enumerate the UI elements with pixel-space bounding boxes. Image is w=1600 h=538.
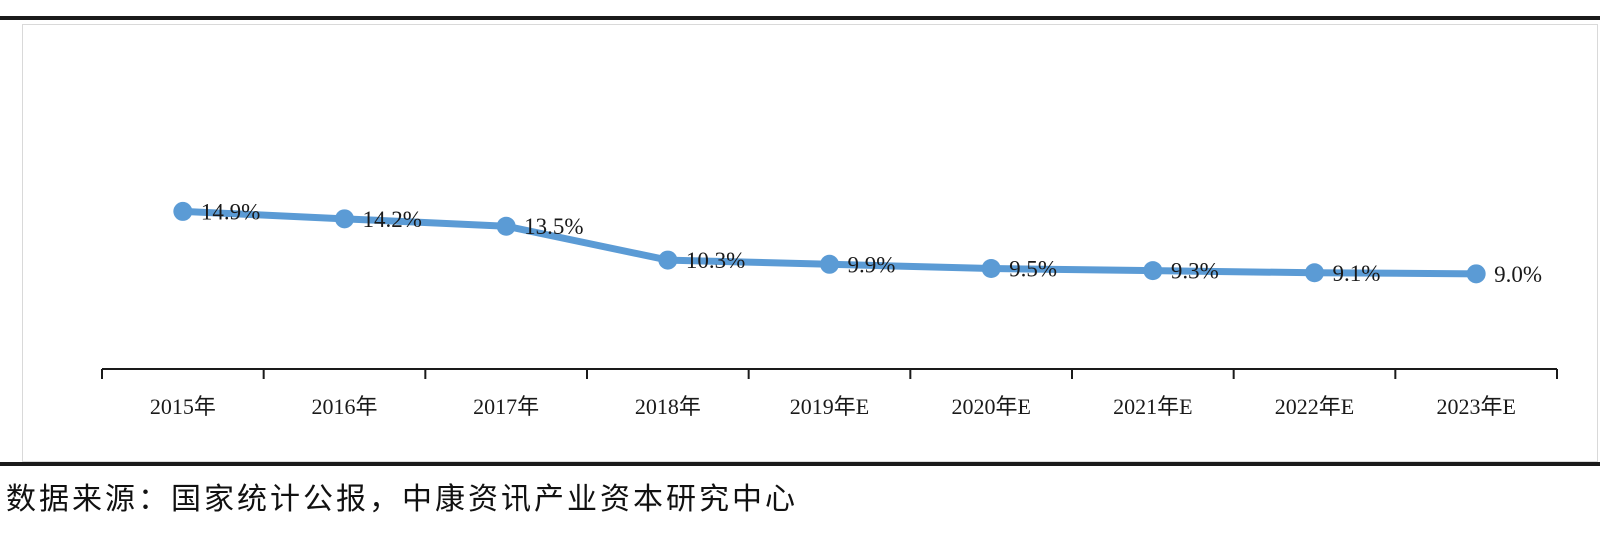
data-point [1466,264,1486,284]
data-label: 14.9% [201,199,260,224]
data-point [173,201,193,221]
data-label: 9.3% [1171,259,1219,284]
x-tick-label: 2022年E [1275,394,1354,419]
chart-frame [22,24,1598,462]
data-label: 13.5% [524,214,583,239]
x-tick-label: 2023年E [1436,394,1515,419]
bottom-rule [0,462,1600,466]
data-point [1305,263,1324,283]
data-point [658,250,678,270]
data-label: 14.2% [363,207,422,232]
x-axis-tick-labels: 2015年 2016年 2017年 2018年 2019年E 2020年E 2021年E 20… [150,394,1516,419]
x-axis-ticks [101,369,1558,379]
x-tick-label: 2020年E [951,394,1030,419]
data-point [496,216,516,236]
x-tick-label: 2019年E [790,394,869,419]
data-label: 9.5% [1009,257,1057,282]
data-label: 9.0% [1494,262,1542,287]
data-point [1143,261,1163,281]
data-label: 9.1% [1333,261,1381,286]
data-point [820,254,839,274]
x-tick-label: 2021年E [1113,394,1192,419]
data-point [335,209,354,229]
series-points [173,201,1486,284]
top-rule [0,16,1600,20]
data-labels: 14.9% 14.2% 13.5% 10.3% 9.9% 9.5% 9.3% 9.1% 9.0% [201,199,1542,286]
x-tick-label: 2016年 [311,394,377,419]
data-point [981,259,1001,279]
source-note: 数据来源：国家统计公报，中康资讯产业资本研究中心 [6,482,798,517]
x-tick-label: 2017年 [473,394,539,419]
x-tick-label: 2015年 [150,394,216,419]
x-tick-label: 2018年 [635,394,701,419]
data-label: 10.3% [686,248,745,273]
data-label: 9.9% [848,252,896,277]
